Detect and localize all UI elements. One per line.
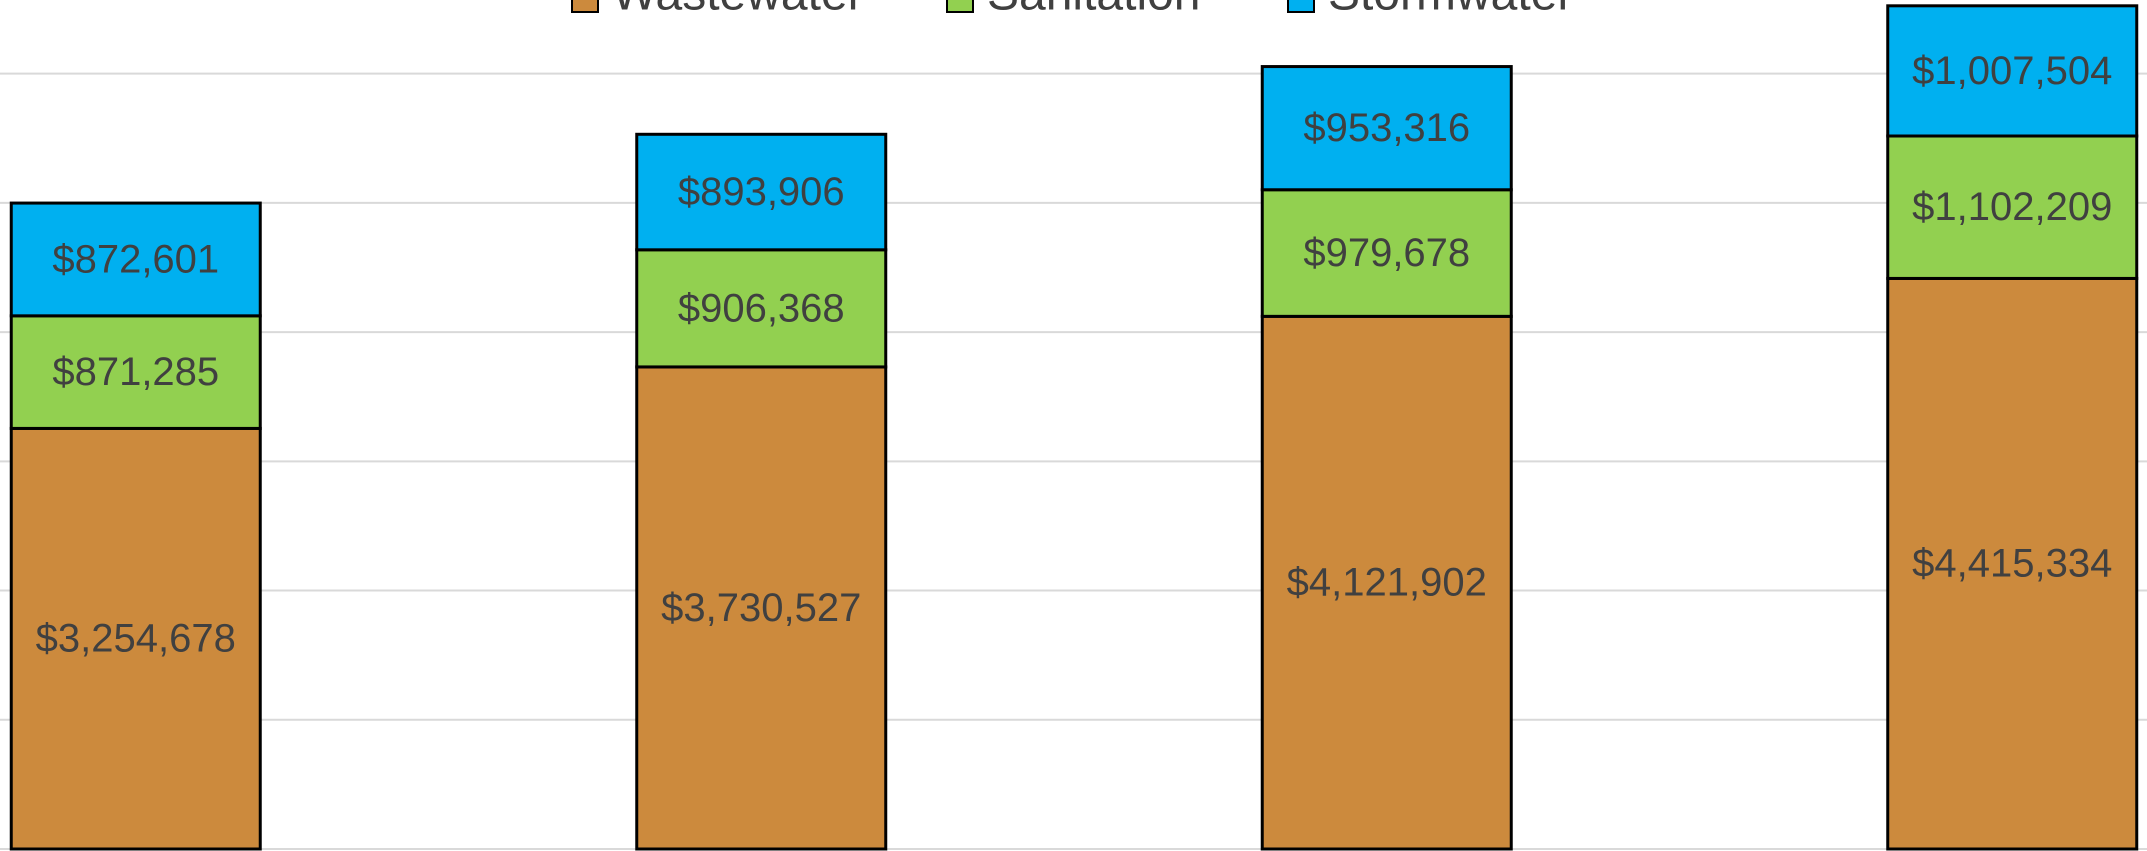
legend-label: Sanitation bbox=[987, 0, 1201, 21]
data-label: $893,906 bbox=[678, 170, 845, 214]
data-label: $4,121,902 bbox=[1287, 561, 1487, 605]
data-label: $979,678 bbox=[1303, 231, 1470, 275]
bar-segment bbox=[1260, 314, 1513, 851]
bar-segment bbox=[635, 248, 888, 369]
bar-segment bbox=[9, 201, 262, 318]
bar-segment bbox=[9, 426, 262, 851]
bar-segment bbox=[635, 132, 888, 252]
data-label: $1,102,209 bbox=[1912, 185, 2112, 229]
legend-swatch bbox=[946, 0, 974, 13]
data-label: $3,730,527 bbox=[661, 586, 861, 630]
bar-segment bbox=[635, 365, 888, 851]
bar-segment bbox=[1886, 4, 2139, 138]
legend-swatch bbox=[1287, 0, 1315, 13]
bar-segment bbox=[9, 314, 262, 430]
data-label: $4,415,334 bbox=[1912, 542, 2112, 586]
data-label: $871,285 bbox=[52, 350, 219, 394]
data-label: $906,368 bbox=[678, 286, 845, 330]
bar-segment bbox=[1886, 134, 2139, 280]
data-label: $872,601 bbox=[52, 237, 219, 281]
data-label: $1,007,504 bbox=[1912, 49, 2112, 93]
bar-segment bbox=[1260, 188, 1513, 318]
bar-segment bbox=[1886, 276, 2139, 851]
data-label: $3,254,678 bbox=[36, 617, 236, 661]
legend-label: Wastewater bbox=[612, 0, 864, 21]
legend-swatch bbox=[571, 0, 599, 13]
data-label: $953,316 bbox=[1303, 106, 1470, 150]
bar-segment bbox=[1260, 65, 1513, 192]
legend-label: Stormwater bbox=[1328, 0, 1573, 21]
